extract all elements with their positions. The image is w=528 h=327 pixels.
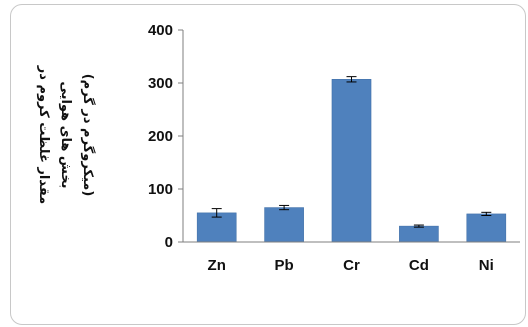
y-axis-ticks: 0 100 200 300 400 — [148, 22, 183, 251]
y-axis-label-line-3: (میکروگرم در گرم) — [80, 74, 96, 197]
bar-ni — [466, 213, 507, 243]
y-tick-label: 200 — [148, 128, 173, 145]
x-axis-ticks: Zn Pb Cr Cd Ni — [208, 257, 494, 274]
y-axis-label-line-2: بخش های هوایی — [58, 81, 73, 188]
y-axis-label: مقدار غلظت کروم در بخش های هوایی (میکروگ… — [36, 65, 96, 204]
x-tick-label-pb: Pb — [275, 257, 294, 274]
bar-cd — [399, 225, 439, 243]
chart-frame — [10, 4, 526, 325]
y-tick-label: 100 — [148, 181, 173, 198]
x-tick-label-cd: Cd — [409, 257, 429, 274]
y-axis-label-line-1: مقدار غلظت کروم در — [36, 65, 51, 204]
y-tick-label: 400 — [148, 22, 173, 39]
y-tick-label: 300 — [148, 75, 173, 92]
bar-pb — [264, 207, 304, 243]
bar-cr — [331, 79, 372, 243]
x-tick-label-zn: Zn — [208, 257, 226, 274]
x-tick-label-cr: Cr — [343, 257, 360, 274]
y-tick-label: 0 — [165, 234, 173, 251]
bars — [196, 76, 507, 243]
x-tick-label-ni: Ni — [479, 257, 494, 274]
